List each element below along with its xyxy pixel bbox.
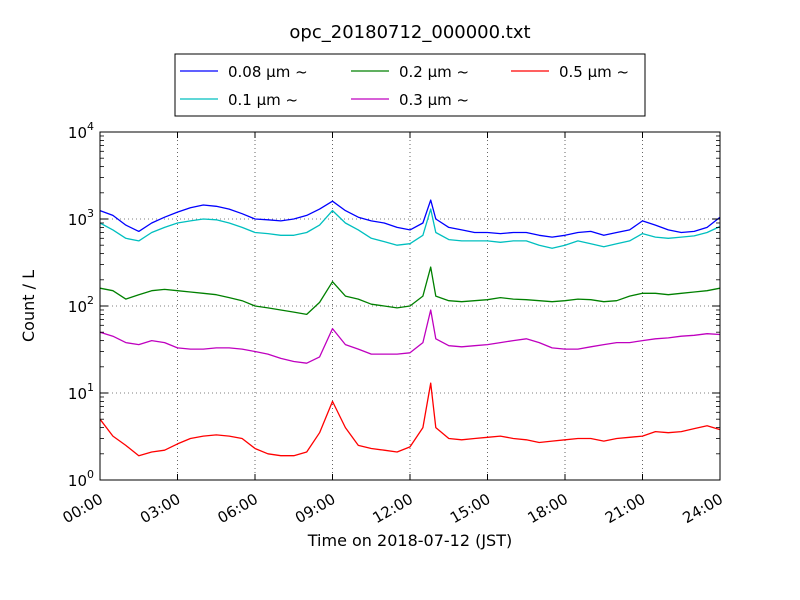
legend-label: 0.3 μm ~	[399, 91, 469, 109]
x-tick-label: 06:00	[215, 490, 261, 527]
legend-label: 0.2 μm ~	[399, 63, 469, 81]
series-line-1	[99, 199, 721, 238]
x-tick-label: 21:00	[602, 490, 648, 527]
ticks	[99, 131, 721, 481]
y-tick-label: 104	[68, 120, 94, 142]
x-tick-label: 18:00	[525, 490, 571, 527]
y-tick-labels: 100 101 102 103 104	[68, 120, 94, 490]
y-tick-label: 102	[68, 294, 94, 316]
legend: 0.08 μm ~ 0.1 μm ~ 0.2 μm ~ 0.3 μm ~ 0.5 μm …	[174, 53, 646, 117]
x-tick-label: 24:00	[680, 490, 726, 527]
y-tick-label: 103	[68, 207, 94, 229]
x-tick-labels: 00:00 03:00 06:00 09:00 12:00 15:00 18:00 21:00…	[60, 490, 726, 527]
series-line-2	[99, 208, 721, 249]
grid	[100, 132, 720, 480]
legend-label: 0.1 μm ~	[228, 91, 298, 109]
x-axis-label: Time on 2018-07-12 (JST)	[307, 531, 512, 550]
x-tick-label: 15:00	[447, 490, 493, 527]
y-tick-label: 100	[68, 468, 94, 490]
x-tick-label: 12:00	[370, 490, 416, 527]
x-tick-label: 03:00	[137, 490, 183, 527]
chart-title: opc_20180712_000000.txt	[289, 22, 530, 43]
y-axis-label: Count / L	[19, 270, 38, 342]
series-layer	[99, 199, 721, 457]
legend-label: 0.08 μm ~	[228, 63, 308, 81]
legend-box	[174, 53, 646, 117]
series-line-5	[99, 382, 721, 457]
series-line-4	[99, 309, 721, 364]
x-tick-label: 00:00	[60, 490, 106, 527]
series-line-3	[99, 266, 721, 316]
y-tick-label: 101	[68, 381, 94, 403]
x-tick-label: 09:00	[292, 490, 338, 527]
legend-label: 0.5 μm ~	[559, 63, 629, 81]
